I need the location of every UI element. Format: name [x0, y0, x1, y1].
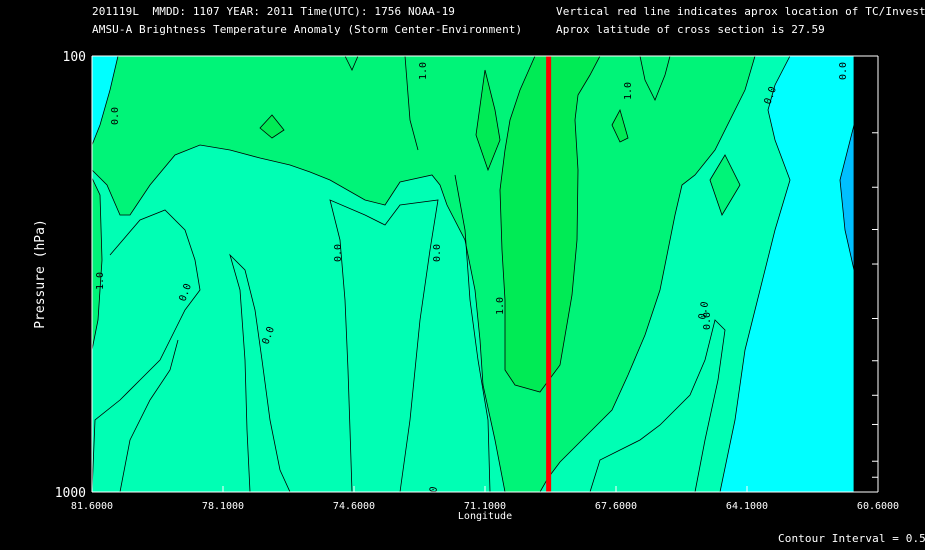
contour-label: 0.0	[702, 312, 713, 330]
header-note-2: Aprox latitude of cross section is 27.59	[556, 23, 825, 36]
x-tick-label: 71.1000	[464, 501, 506, 512]
contour-interval-note: Contour Interval = 0.5K	[778, 532, 925, 545]
contour-line-e	[589, 319, 726, 493]
x-axis-title: Longitude	[458, 511, 512, 522]
header-line-2: AMSU-A Brightness Temperature Anomaly (S…	[92, 23, 523, 36]
x-tick-label: 64.1000	[726, 501, 768, 512]
x-tick-label: 74.6000	[333, 501, 375, 512]
contour-line-c	[404, 55, 419, 151]
contour-label: 0.0	[333, 244, 344, 262]
fill-island-1	[475, 69, 501, 172]
contour-label: 1.0	[495, 297, 506, 315]
header-line-1: 201119L MMDD: 1107 YEAR: 2011 Time(UTC):…	[92, 5, 456, 18]
fill-channel-1	[229, 253, 291, 493]
contour-label: 0.0	[432, 244, 443, 262]
contour-line-a	[454, 174, 491, 493]
contour-line-b	[639, 55, 671, 101]
fill-island-4	[709, 154, 741, 216]
contour-label: 0.0	[697, 301, 711, 321]
x-tick-label: 67.6000	[595, 501, 637, 512]
fill-band-lt-neg0.5	[839, 124, 855, 271]
y-tick-label-bottom: 1000	[55, 486, 86, 501]
header-note-1: Vertical red line indicates aprox locati…	[556, 5, 925, 18]
x-tick-label: 78.1000	[202, 501, 244, 512]
fill-island-3	[611, 108, 629, 143]
fill-channel-2	[329, 199, 439, 493]
contour-label: 0.0	[110, 107, 121, 125]
y-axis-ticks	[872, 132, 878, 478]
contour-label: 1.0	[95, 272, 106, 290]
contour-fills	[91, 55, 855, 493]
contour-line-d	[344, 55, 359, 71]
fill-island-2	[259, 114, 285, 139]
x-tick-label: 60.6000	[857, 501, 899, 512]
x-tick-label: 81.6000	[71, 501, 113, 512]
contour-label: 0.0	[838, 62, 849, 80]
y-axis-title: Pressure (hPa)	[33, 219, 48, 329]
fill-band-0.5-1.0	[91, 55, 756, 493]
contour-label: 1.0	[418, 62, 429, 80]
y-tick-label-top: 100	[63, 50, 86, 65]
contour-label: 0.0	[426, 486, 440, 506]
fill-channel-3	[91, 209, 201, 493]
x-axis-ticks: 81.6000 78.1000 74.6000 71.1000 67.6000 64.10…	[71, 486, 899, 512]
contour-label: 1.0	[623, 82, 634, 100]
